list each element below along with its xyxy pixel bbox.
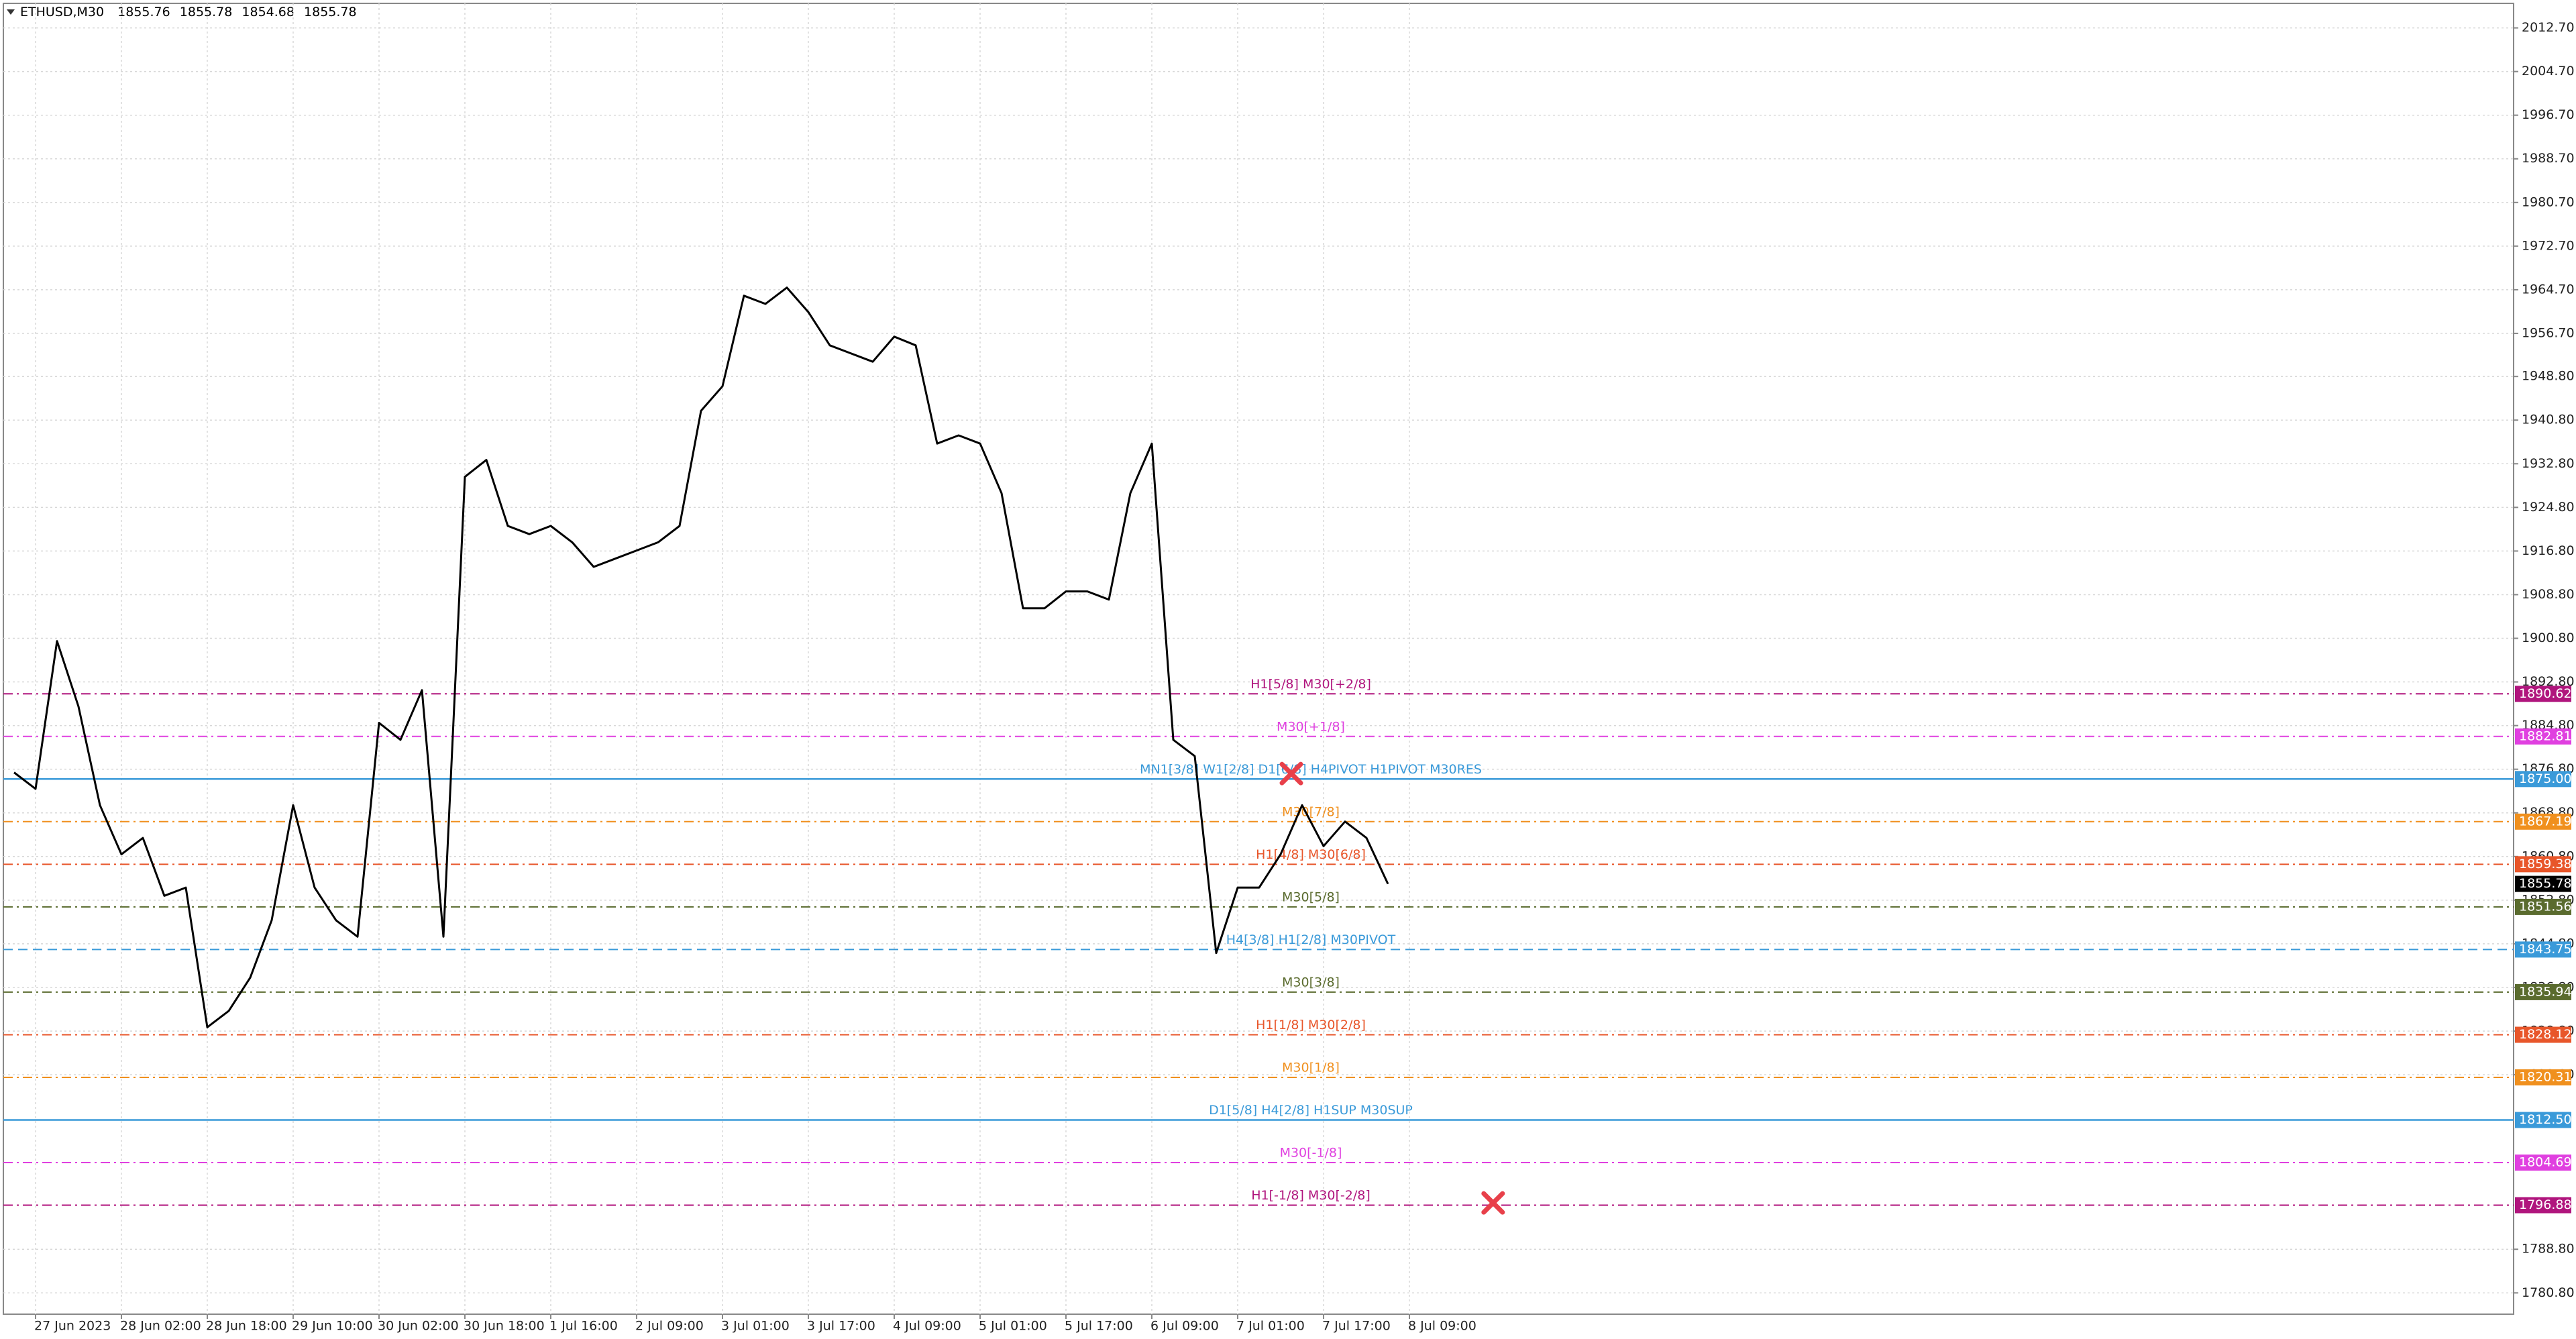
level-text: D1[5/8] H4[2/8] H1SUP M30SUP [1209,1103,1413,1118]
level-price-label: 1812.50 [2519,1112,2572,1127]
grid [3,3,2514,1314]
y-tick-label: 1988.70 [2522,151,2575,166]
level-price-label: 1859.38 [2519,857,2572,871]
close: 1855.78 [304,5,357,19]
y-tick-label: 1900.80 [2522,631,2575,645]
y-tick-label: 1924.80 [2522,500,2575,515]
level-text: M30[3/8] [1282,975,1340,989]
y-tick-label: 1980.70 [2522,195,2575,209]
low: 1854.68 [241,5,294,19]
x-tick-label: 7 Jul 17:00 [1322,1319,1391,1334]
level-text: M30[1/8] [1282,1061,1340,1075]
x-tick-label: 5 Jul 17:00 [1065,1319,1133,1334]
plot-frame [3,3,2514,1315]
level-price-label: 1820.31 [2519,1070,2572,1085]
high: 1855.78 [180,5,233,19]
level-price-box [2515,983,2571,1000]
level-price-box [2515,856,2571,873]
level-price-label: 1851.56 [2519,899,2572,914]
x-tick-label: 3 Jul 17:00 [807,1319,875,1334]
menu-triangle[interactable] [7,9,15,15]
level-price-label: 1875.00 [2519,771,2572,786]
level-text: M30[5/8] [1282,890,1340,904]
level-price-label: 1804.69 [2519,1155,2572,1170]
symbol: ETHUSD,M30 [20,5,104,19]
level-text: H1[-1/8] M30[-2/8] [1251,1188,1371,1203]
level-price-box [2515,1069,2571,1086]
level-price-label: 1890.62 [2519,686,2572,701]
x-tick-label: 6 Jul 09:00 [1150,1319,1219,1334]
level-price-box [2515,941,2571,958]
axes: 2012.70 2004.70 1996.70 1988.70 1980.70 1972.… [34,20,2575,1333]
current-price-label: 1855.78 [2519,876,2572,891]
x-tick-label: 1 Jul 16:00 [549,1319,618,1334]
y-tick-label: 1892.80 [2522,674,2575,689]
x-tick-label: 29 Jun 10:00 [292,1319,373,1334]
x-tick-label: 8 Jul 09:00 [1408,1319,1477,1334]
x-tick-label: 4 Jul 09:00 [893,1319,961,1334]
y-tick-label: 1916.80 [2522,543,2575,558]
level-text: H1[4/8] M30[6/8] [1256,847,1366,862]
level-text: H4[3/8] H1[2/8] M30PIVOT [1226,932,1396,947]
level-price-box [2515,1026,2571,1043]
level-text: MN1[3/8] W1[2/8] D1[6/8] H4PIVOT H1PIVOT… [1140,762,1482,777]
level-price-label: 1882.81 [2519,729,2572,743]
level-price-label: 1867.19 [2519,814,2572,828]
price-line [13,286,1389,1028]
level-price-box [2515,898,2571,915]
y-tick-label: 2012.70 [2522,20,2575,35]
level-price-box [2515,686,2571,702]
x-tick-label: 28 Jun 18:00 [206,1319,287,1334]
x-tick-label: 28 Jun 02:00 [120,1319,201,1334]
y-tick-label: 1940.80 [2522,413,2575,427]
open: 1855.76 [117,5,170,19]
x-tick-label: 5 Jul 01:00 [979,1319,1047,1334]
level-price-box [2515,1155,2571,1171]
y-tick-label: 1964.70 [2522,282,2575,297]
level-text: M30[+1/8] [1277,719,1345,734]
level-price-box [2515,771,2571,788]
y-tick-label: 1948.80 [2522,369,2575,384]
y-tick-label: 1956.70 [2522,325,2575,340]
x-tick-label: 30 Jun 02:00 [378,1319,459,1334]
y-tick-label: 2004.70 [2522,64,2575,78]
y-tick-label: 1908.80 [2522,587,2575,602]
levels: H1[5/8] M30[+2/8] M30[+1/8] MN1[3/8] W1[2/… [3,677,2514,1206]
level-price-label: 1835.94 [2519,984,2572,999]
level-text: H1[1/8] M30[2/8] [1256,1018,1366,1032]
y-tick-label: 1972.70 [2522,238,2575,253]
x-tick-label: 27 Jun 2023 [34,1319,111,1334]
x-tick-label: 3 Jul 01:00 [721,1319,790,1334]
y-tick-label: 1788.80 [2522,1242,2575,1256]
level-text: H1[5/8] M30[+2/8] [1250,677,1371,692]
y-tick-label: 1932.80 [2522,456,2575,471]
level-price-label: 1828.12 [2519,1027,2572,1042]
level-price-label: 1796.88 [2519,1197,2572,1212]
level-text: M30[7/8] [1282,804,1340,819]
current-price-box [2515,875,2571,892]
y-tick-label: 1996.70 [2522,107,2575,122]
chart-header: ETHUSD,M30 1855.76 1855.78 1854.68 1855.… [20,5,357,19]
level-price-box [2515,1197,2571,1214]
level-price-box [2515,813,2571,830]
level-price-label: 1843.75 [2519,942,2572,957]
y-tick-label: 1780.80 [2522,1285,2575,1300]
level-text: M30[-1/8] [1280,1146,1342,1161]
marker-cross [1481,1191,1505,1215]
marker-cross [1279,761,1303,786]
x-tick-label: 2 Jul 09:00 [635,1319,704,1334]
series [13,286,1505,1215]
x-tick-label: 7 Jul 01:00 [1236,1319,1305,1334]
level-price-box [2515,1112,2571,1128]
x-tick-label: 30 Jun 18:00 [464,1319,545,1334]
level-price-box [2515,728,2571,745]
